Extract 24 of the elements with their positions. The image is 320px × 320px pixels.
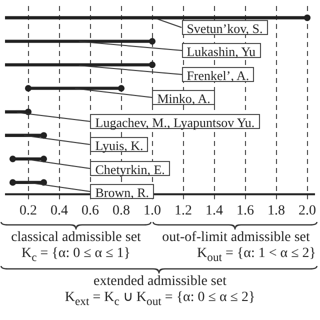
text: K$_{out}$ = {α: 1 < α ≤ 2} — [196, 246, 317, 266]
y-tick-label: Lyuis, K. — [90, 137, 148, 154]
x-tick-label: 0.4 — [50, 203, 68, 218]
y-tick-label: Chetyrkin, E. — [90, 160, 170, 177]
x-tick-label: 0.2 — [20, 203, 37, 218]
y-tick-label: Brown, R. — [90, 184, 154, 200]
y-tick-label: Lugachev, M., Lyapuntsov Yu. — [90, 114, 260, 130]
text: extended admissible set — [92, 274, 228, 290]
y-tick-label: Lukashin, Yu — [182, 43, 261, 60]
y-tick-label: Frenkel’, A. — [182, 66, 254, 83]
text: K$_{c}$ = {α: 0 ≤ α ≤ 1} — [20, 246, 132, 266]
x-tick-label: 1.8 — [268, 203, 285, 218]
x-tick-label: 1.0 — [144, 203, 161, 218]
x-tick-label: 1.2 — [174, 203, 192, 218]
text: K$_{ext}$ = K$_{c}$ ∪ K$_{out}$ = {α: 0 ≤ α ≤ 2} — [64, 290, 256, 310]
x-tick-label: 0.8 — [112, 203, 130, 218]
x-tick-label: 2.0 — [298, 203, 316, 218]
text: classical admissible set — [10, 230, 142, 246]
y-tick-label: Svetun’kov, S. — [182, 20, 268, 36]
x-tick-label: 0.6 — [82, 203, 99, 218]
x-tick-label: 1.6 — [236, 203, 254, 218]
y-tick-label: Minko, A. — [152, 90, 216, 106]
text: out-of-limit admissible set — [161, 230, 311, 246]
x-tick-label: 1.4 — [206, 203, 223, 218]
